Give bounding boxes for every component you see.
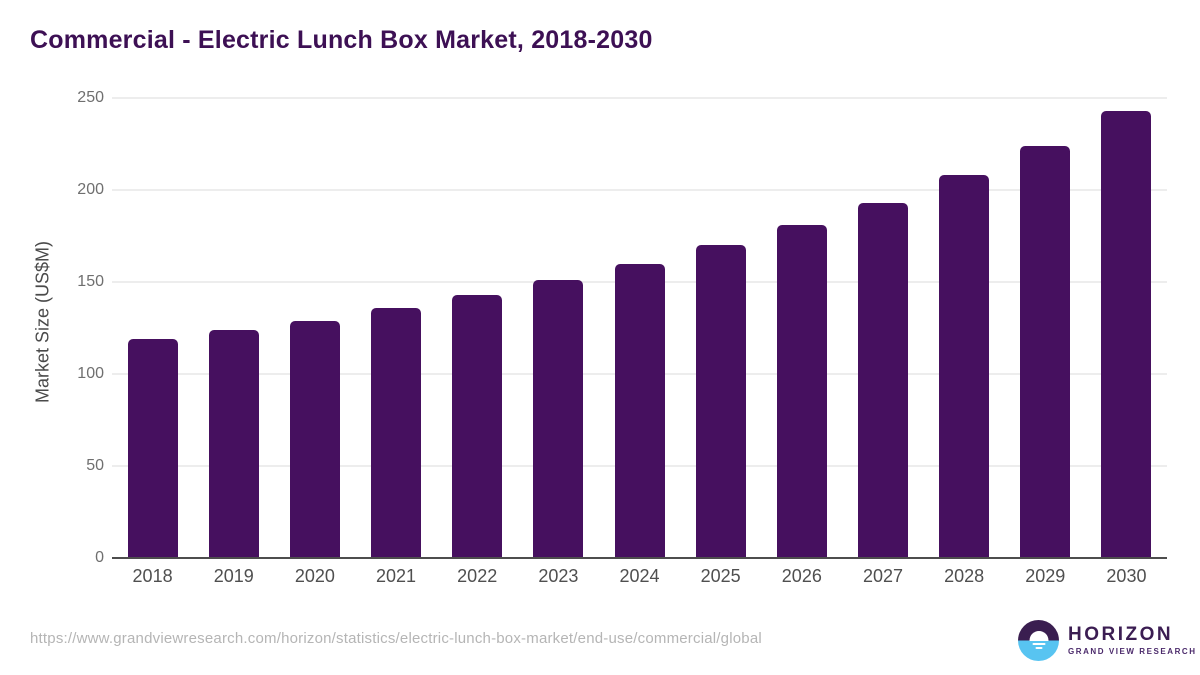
- gridline-250: [112, 97, 1167, 99]
- x-label-2025: 2025: [700, 566, 741, 586]
- brand-logo: HORIZON GRAND VIEW RESEARCH: [1018, 620, 1197, 661]
- gridline-200: [112, 189, 1167, 191]
- y-tick-label-250: 250: [77, 89, 104, 106]
- logo-text: HORIZON GRAND VIEW RESEARCH: [1068, 625, 1197, 656]
- bar-2026: [776, 224, 827, 558]
- chart-title: Commercial - Electric Lunch Box Market, …: [30, 26, 653, 54]
- bar-series: [112, 98, 1167, 558]
- bar-2025: [695, 245, 746, 558]
- x-label-2028: 2028: [944, 566, 985, 586]
- bar-2024: [614, 263, 665, 558]
- x-label-2020: 2020: [294, 566, 335, 586]
- bar-2018: [127, 339, 178, 558]
- bar-2020: [289, 320, 340, 558]
- bar-2021: [371, 307, 422, 558]
- x-label-2026: 2026: [781, 566, 822, 586]
- bar-2030: [1101, 110, 1152, 558]
- bar-2023: [533, 280, 584, 558]
- y-tick-label-150: 150: [77, 273, 104, 290]
- bar-2019: [208, 329, 259, 558]
- x-label-2022: 2022: [457, 566, 498, 586]
- y-tick-label-0: 0: [95, 549, 104, 566]
- x-label-2021: 2021: [376, 566, 417, 586]
- y-tick-label-100: 100: [77, 365, 104, 382]
- x-axis-labels: 2018 2019 2020 2021 2022 2023 2024 2025 2026 2027…: [112, 566, 1167, 587]
- x-label-2019: 2019: [213, 566, 254, 586]
- y-tick-label-200: 200: [77, 181, 104, 198]
- y-tick-label-50: 50: [86, 457, 104, 474]
- x-label-2030: 2030: [1106, 566, 1147, 586]
- bar-2029: [1020, 145, 1071, 558]
- bar-2027: [857, 202, 908, 558]
- x-label-2029: 2029: [1025, 566, 1066, 586]
- logo-name: HORIZON: [1068, 624, 1174, 646]
- horizon-sun-icon: [1018, 620, 1059, 661]
- bar-2028: [939, 175, 990, 558]
- logo-subtitle: GRAND VIEW RESEARCH: [1068, 646, 1197, 656]
- x-label-2027: 2027: [862, 566, 903, 586]
- y-axis-tick-labels: 0 50 100 150 200 250: [52, 89, 104, 566]
- source-url: https://www.grandviewresearch.com/horizo…: [30, 630, 762, 647]
- y-axis-title: Market Size (US$M): [32, 240, 53, 404]
- x-label-2024: 2024: [619, 566, 660, 586]
- plot-area: [112, 97, 1167, 559]
- x-axis-line: [112, 557, 1167, 559]
- x-label-2023: 2023: [538, 566, 579, 586]
- bar-2022: [452, 294, 503, 558]
- x-label-2018: 2018: [132, 566, 173, 586]
